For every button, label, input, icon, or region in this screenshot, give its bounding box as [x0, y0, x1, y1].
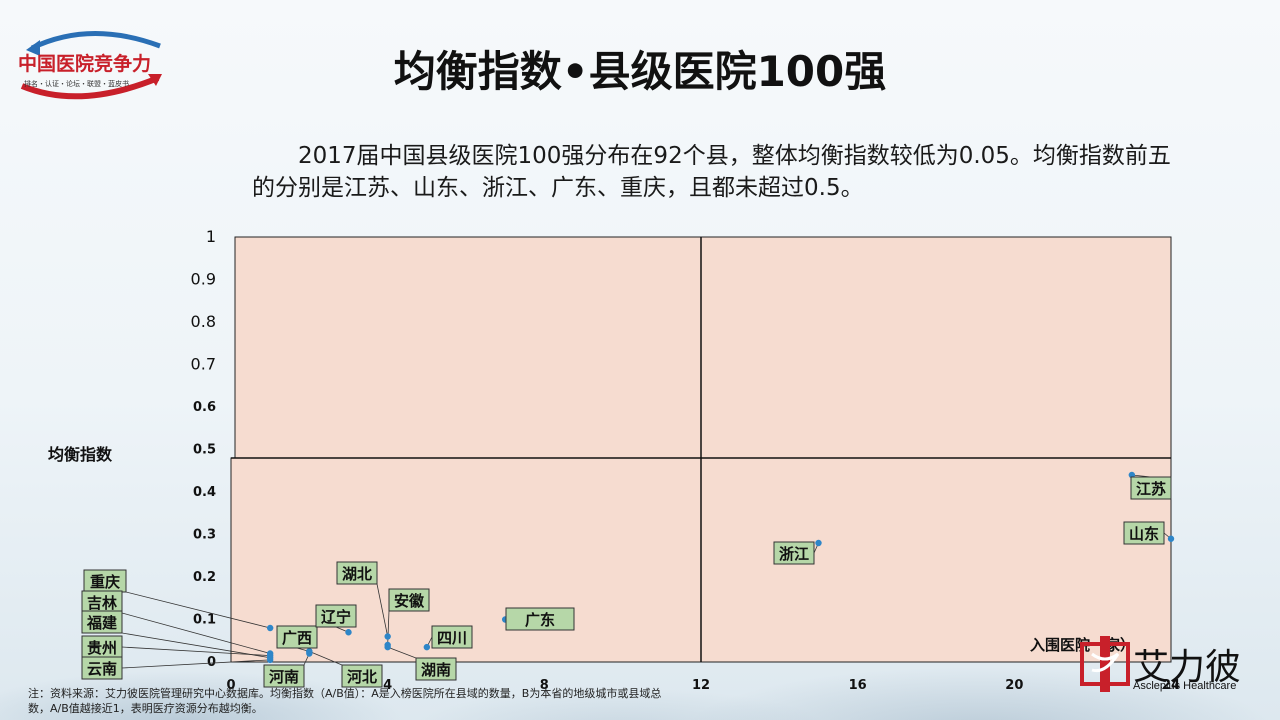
y-tick-label: 0.4 [193, 485, 216, 500]
data-label: 广西 [282, 629, 312, 647]
page-title: 均衡指数•县级医院100强 [393, 47, 887, 96]
data-point [1167, 535, 1175, 542]
data-label: 湖北 [342, 565, 372, 583]
data-label: 江苏 [1136, 480, 1166, 498]
leader-line [125, 591, 271, 629]
leader-line [387, 646, 417, 659]
x-tick-label: 12 [692, 678, 710, 693]
data-label: 吉林 [87, 594, 118, 612]
leader-line [121, 632, 271, 659]
brand-english: Asclepius Healthcare [1133, 680, 1237, 692]
data-label-box [773, 541, 815, 565]
y-tick-label: 1 [206, 227, 216, 246]
y-tick-label: 0.6 [193, 400, 216, 415]
data-point [384, 643, 391, 651]
data-label-box [276, 625, 318, 649]
data-point [345, 629, 352, 636]
data-label: 湖南 [421, 661, 451, 679]
data-label: 山东 [1129, 525, 1159, 543]
leader-line [309, 651, 343, 666]
x-tick-label: 24 [1162, 678, 1180, 693]
leader-line [376, 583, 389, 637]
data-point [266, 656, 274, 664]
data-label-box [81, 656, 123, 680]
y-tick-label: 0.3 [193, 528, 216, 543]
data-label: 广东 [525, 611, 555, 629]
data-label-box [81, 610, 123, 634]
data-label-box [341, 664, 383, 688]
logo-sub-text: 排名・认证・论坛・联盟・蓝皮书 [24, 79, 129, 88]
x-tick-label: 16 [849, 678, 867, 693]
leader-line [121, 659, 271, 669]
logo-red-arc [20, 75, 160, 100]
y-tick-label: 0.7 [191, 355, 216, 374]
y-tick-label: 0.9 [191, 270, 216, 289]
y-axis-title: 均衡指数 [48, 445, 113, 464]
data-label: 辽宁 [321, 608, 351, 626]
data-label: 安徽 [394, 592, 425, 610]
x-tick-label: 4 [383, 678, 392, 693]
y-tick-label: 0.1 [193, 613, 216, 628]
leader-line [121, 612, 271, 654]
data-label-box [388, 588, 430, 612]
data-label: 河南 [269, 668, 299, 686]
logo-red-arrowhead [148, 74, 162, 86]
data-point [266, 624, 274, 632]
x-tick-label: 20 [1005, 678, 1023, 693]
asclepius-brand [1078, 636, 1268, 696]
leader-line [121, 646, 271, 657]
data-label-box [415, 657, 457, 681]
data-label: 福建 [86, 614, 118, 632]
y-tick-label: 0.8 [191, 312, 216, 331]
data-label: 河北 [347, 668, 377, 686]
logo-blue-arc [30, 31, 161, 51]
x-tick-label: 8 [540, 678, 549, 693]
data-label-box [505, 607, 575, 631]
data-label-box [315, 604, 357, 628]
intro-paragraph: 2017届中国县级医院100强分布在92个县，整体均衡指数较低为0.05。均衡指… [252, 143, 1171, 201]
brand-emblem-icon [1080, 636, 1130, 692]
y-tick-label: 0.2 [193, 570, 216, 585]
logo-main-text: 中国医院竞争力 [18, 52, 151, 75]
data-label: 云南 [87, 660, 117, 678]
y-tick-label: 0 [207, 655, 216, 670]
y-tick-label: 0.5 [193, 443, 216, 458]
data-label: 贵州 [87, 639, 117, 657]
data-point [384, 633, 391, 640]
competitiveness-logo: 中国医院竞争力 排名・认证・论坛・联盟・蓝皮书 [10, 28, 170, 103]
data-point [306, 648, 313, 655]
data-point [815, 539, 822, 547]
data-label-box [263, 664, 305, 688]
data-label: 浙江 [779, 545, 809, 563]
logo-blue-arrowhead [26, 40, 40, 56]
data-label-box [1123, 521, 1165, 545]
data-label-box [1130, 476, 1172, 500]
data-label-box [431, 625, 473, 649]
footnote: 注：资料来源：艾力彼医院管理研究中心数据库。均衡指数（A/B值）：A是入榜医院所… [28, 687, 662, 715]
data-label: 四川 [437, 629, 467, 647]
data-label-box [336, 561, 378, 585]
brand-name: 艾力彼 [1133, 647, 1242, 688]
data-point [423, 643, 431, 651]
x-tick-label: 0 [226, 678, 235, 693]
upper-quadrant [234, 236, 1172, 459]
data-label: 重庆 [90, 573, 120, 591]
